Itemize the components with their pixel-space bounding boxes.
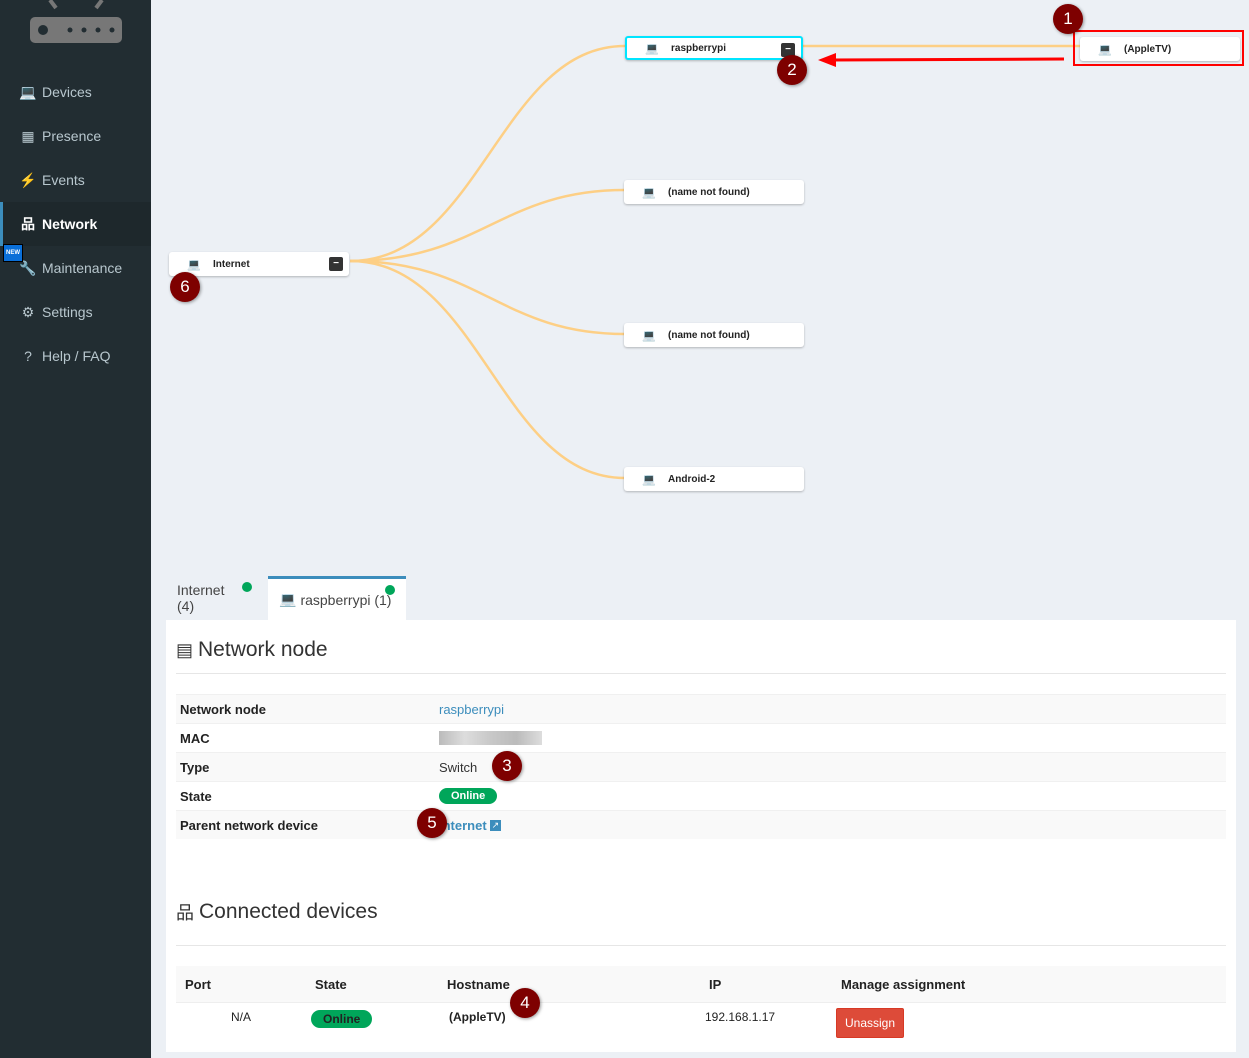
laptop-icon: 💻 bbox=[1098, 43, 1112, 56]
raspberrypi-link[interactable]: raspberrypi bbox=[439, 701, 505, 717]
node-internet[interactable]: 💻 Internet − bbox=[169, 252, 349, 276]
col-ip: IP bbox=[709, 977, 722, 992]
external-link-icon: ↗ bbox=[489, 819, 502, 831]
col-hostname: Hostname bbox=[447, 977, 510, 992]
divider bbox=[176, 673, 1226, 674]
network-links bbox=[349, 44, 1080, 480]
port-cell: N/A bbox=[231, 1010, 252, 1024]
laptop-icon: 💻 bbox=[642, 329, 656, 342]
col-state: State bbox=[315, 977, 347, 992]
mac-redacted bbox=[439, 731, 542, 745]
info-row-parent: Parent network device Internet ↗ bbox=[176, 810, 1226, 839]
ip-cell: 192.168.1.17 bbox=[705, 1010, 776, 1024]
bolt-icon: ⚡ bbox=[19, 171, 37, 188]
annotation-marker: 1 bbox=[1053, 4, 1083, 34]
info-row-mac: MAC bbox=[176, 723, 1226, 752]
server-icon: ▤ bbox=[176, 639, 194, 660]
link-internet-node2 bbox=[349, 188, 626, 263]
table-header bbox=[176, 966, 1226, 1003]
col-port: Port bbox=[185, 977, 211, 992]
sidebar-item-presence[interactable]: ▦ Presence bbox=[0, 114, 151, 158]
sidebar-item-devices[interactable]: 💻 Devices bbox=[19, 83, 92, 101]
collapse-button[interactable]: − bbox=[329, 257, 343, 271]
annotation-marker: 6 bbox=[170, 272, 200, 302]
info-row-state: State Online bbox=[176, 781, 1226, 810]
annotation-arrow bbox=[818, 53, 1065, 67]
gear-icon: ⚙ bbox=[21, 303, 35, 320]
unassign-button[interactable]: Unassign bbox=[836, 1008, 904, 1038]
hostname-link[interactable]: (AppleTV) bbox=[449, 1010, 506, 1024]
laptop-icon: 💻 bbox=[187, 258, 201, 271]
laptop-icon: 💻 bbox=[642, 186, 656, 199]
divider bbox=[176, 945, 1226, 946]
annotation-marker: 5 bbox=[417, 808, 447, 838]
annotation-marker: 3 bbox=[492, 751, 522, 781]
calendar-icon: ▦ bbox=[21, 127, 35, 144]
annotation-marker: 2 bbox=[777, 55, 807, 85]
node-name-not-found-1[interactable]: 💻 (name not found) bbox=[624, 180, 804, 204]
node-name-not-found-2[interactable]: 💻 (name not found) bbox=[624, 323, 804, 347]
wrench-icon: 🔧 bbox=[19, 259, 37, 276]
node-raspberrypi[interactable]: 💻 raspberrypi − bbox=[625, 36, 803, 60]
sidebar: 💻 Devices ▦ Presence ⚡ Events 品 Network 🔧 Mai… bbox=[0, 0, 151, 1058]
network-node-heading: ▤ Network node bbox=[176, 638, 328, 661]
laptop-icon: 💻 bbox=[279, 591, 297, 607]
status-dot bbox=[385, 585, 395, 595]
info-row-type: Type Switch bbox=[176, 752, 1226, 781]
info-row-network-node: Network node raspberrypi bbox=[176, 694, 1226, 723]
sitemap-icon: 品 bbox=[176, 903, 194, 923]
router-logo-icon bbox=[30, 0, 122, 43]
node-appletv[interactable]: 💻 (AppleTV) bbox=[1080, 37, 1240, 61]
tab-internet[interactable]: Internet (4) bbox=[166, 576, 252, 620]
sidebar-item-help[interactable]: ? Help / FAQ bbox=[0, 334, 151, 378]
highlight-box bbox=[1073, 30, 1244, 66]
sidebar-item-events[interactable]: ⚡ Events bbox=[19, 171, 85, 189]
question-icon: ? bbox=[24, 348, 32, 364]
node-android-2[interactable]: 💻 Android-2 bbox=[624, 467, 804, 491]
sitemap-icon: 品 bbox=[21, 216, 35, 232]
connected-devices-heading: 品 Connected devices bbox=[176, 900, 378, 923]
tab-raspberrypi[interactable]: 💻 raspberrypi (1) bbox=[268, 576, 406, 620]
link-internet-android bbox=[349, 259, 626, 480]
status-badge: Online bbox=[439, 788, 498, 804]
link-internet-raspberrypi bbox=[349, 44, 626, 263]
status-badge: Online bbox=[311, 1010, 373, 1028]
laptop-icon: 💻 bbox=[19, 83, 37, 100]
new-badge: NEW bbox=[3, 244, 23, 262]
col-manage: Manage assignment bbox=[841, 977, 966, 992]
sidebar-item-settings[interactable]: ⚙ Settings bbox=[0, 290, 151, 334]
parent-device-link[interactable]: Internet bbox=[439, 817, 487, 833]
status-dot bbox=[242, 582, 252, 592]
laptop-icon: 💻 bbox=[645, 42, 659, 55]
link-internet-node3 bbox=[349, 259, 626, 336]
collapse-button[interactable]: − bbox=[781, 43, 795, 57]
sidebar-item-network[interactable]: 品 Network bbox=[0, 202, 151, 246]
annotation-marker: 4 bbox=[510, 988, 540, 1018]
laptop-icon: 💻 bbox=[642, 473, 656, 486]
sidebar-item-maintenance[interactable]: 🔧 Maintenance bbox=[19, 259, 123, 277]
